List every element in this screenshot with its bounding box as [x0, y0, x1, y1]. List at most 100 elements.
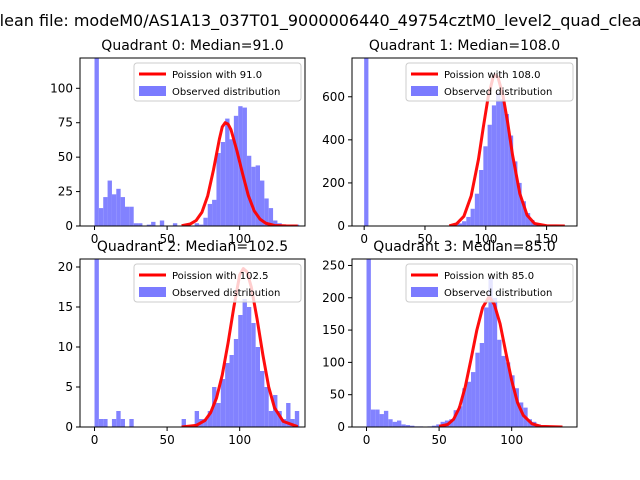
- histogram-bar: [375, 409, 380, 427]
- legend-label-poisson: Poission with 85.0: [444, 271, 534, 282]
- histogram-bar: [370, 409, 376, 427]
- histogram-bar: [457, 406, 463, 427]
- legend-patch-swatch: [411, 86, 438, 96]
- legend-label-poisson: Poission with 108.0: [444, 70, 540, 81]
- legend: Poission with 85.0 Observed distribution: [405, 263, 574, 303]
- histogram-bar: [220, 379, 226, 427]
- quadrant-title: Quadrant 0: Median=91.0: [101, 38, 283, 54]
- histogram-bar: [497, 339, 502, 427]
- histogram-bar: [260, 180, 265, 226]
- histogram-bar: [286, 403, 291, 427]
- histogram-bar: [410, 425, 415, 427]
- legend-box: [405, 263, 574, 303]
- histogram-bar: [479, 170, 484, 226]
- x-tick-label: 100: [474, 232, 497, 246]
- y-tick-label: 25: [58, 185, 73, 199]
- histogram-bar: [264, 198, 269, 226]
- x-tick-label: 100: [228, 433, 251, 447]
- histogram-bar: [491, 105, 497, 226]
- histogram-bar: [220, 142, 226, 226]
- histogram-bar: [401, 424, 406, 427]
- quadrant-title: Quadrant 1: Median=108.0: [369, 38, 560, 54]
- histogram-bar: [120, 419, 125, 427]
- x-tick-label: 0: [91, 232, 99, 246]
- legend-patch-swatch: [139, 86, 166, 96]
- legend-label-observed: Observed distribution: [444, 288, 552, 299]
- quadrant-3-panel: 0 50 100 0 50 100 150 200 250 Quadrant 3: Median=…: [322, 239, 578, 447]
- histogram-bar: [194, 411, 200, 427]
- histogram-bar: [518, 402, 524, 427]
- histogram-bar: [207, 203, 213, 226]
- histogram-bar: [246, 307, 252, 427]
- histogram-bar: [107, 180, 112, 226]
- histogram-bar: [207, 411, 213, 427]
- histogram-bar: [225, 118, 230, 226]
- histogram-bar: [203, 419, 208, 427]
- histogram-bar: [246, 155, 252, 226]
- legend-patch-swatch: [411, 287, 438, 297]
- histogram-bar: [172, 223, 178, 226]
- x-tick-label: 100: [500, 433, 523, 447]
- legend: Poission with 102.5 Observed distribution: [133, 263, 302, 303]
- legend-box: [133, 263, 302, 303]
- histogram-bar: [138, 223, 143, 226]
- histogram-bar: [216, 153, 221, 226]
- histogram-bar: [233, 339, 239, 427]
- histogram-bar: [475, 352, 480, 427]
- histogram-bar: [379, 414, 384, 427]
- x-tick-label: 0: [360, 232, 368, 246]
- histogram-bar: [199, 224, 204, 226]
- y-tick-label: 100: [50, 81, 73, 95]
- histogram-bar: [405, 425, 411, 427]
- y-tick-label: 100: [322, 355, 345, 369]
- histogram-bar: [457, 223, 463, 226]
- y-tick-label: 0: [337, 420, 345, 434]
- histogram-bar: [229, 355, 234, 427]
- histogram-bar: [505, 362, 511, 427]
- y-tick-label: 20: [58, 260, 73, 274]
- plot-area: [364, 58, 565, 226]
- histogram-bar: [255, 165, 260, 226]
- histogram-bar: [431, 425, 437, 427]
- y-tick-label: 600: [322, 90, 345, 104]
- histogram-bar: [111, 194, 117, 226]
- y-tick-label: 50: [58, 150, 73, 164]
- x-tick-label: 50: [417, 232, 432, 246]
- histogram-bar: [462, 221, 467, 226]
- histogram-bar: [151, 221, 156, 226]
- histogram-bar: [517, 182, 522, 226]
- legend-box: [405, 62, 574, 102]
- histogram-bar: [264, 387, 269, 427]
- histogram-bar: [94, 259, 99, 427]
- histogram-bar: [453, 410, 458, 427]
- histogram-bar: [397, 420, 402, 427]
- histogram-bar: [181, 419, 186, 427]
- histogram-bar: [129, 206, 134, 226]
- histogram-bar: [462, 388, 467, 427]
- histogram-bar: [521, 201, 526, 226]
- histogram-bar: [225, 363, 230, 427]
- x-tick-label: 50: [159, 433, 174, 447]
- histogram-bar: [366, 259, 371, 427]
- histogram-bar: [504, 114, 509, 226]
- poisson-curve: [181, 121, 298, 226]
- histogram-bar: [294, 411, 300, 427]
- legend-label-poisson: Poission with 91.0: [172, 70, 262, 81]
- histogram-bar: [496, 92, 501, 226]
- histogram-bar: [146, 224, 152, 226]
- histogram-bar: [479, 343, 485, 427]
- y-tick-label: 5: [65, 380, 73, 394]
- histogram-bar: [466, 381, 472, 427]
- histogram-bar: [216, 403, 221, 427]
- y-tick-label: 200: [322, 176, 345, 190]
- y-tick-label: 15: [58, 300, 73, 314]
- histogram-bar: [471, 372, 476, 427]
- histogram-bar: [229, 139, 234, 226]
- axes-frame: [79, 57, 306, 227]
- histogram-bar: [488, 278, 493, 427]
- quadrant-0-panel: 0 50 100 0 25 50 75 100 Quadrant 0: Median=91.0 P…: [50, 38, 306, 246]
- quadrant-title: Quadrant 3: Median=85.0: [373, 239, 555, 255]
- histogram-bar: [194, 223, 200, 226]
- histogram-bar: [94, 58, 99, 226]
